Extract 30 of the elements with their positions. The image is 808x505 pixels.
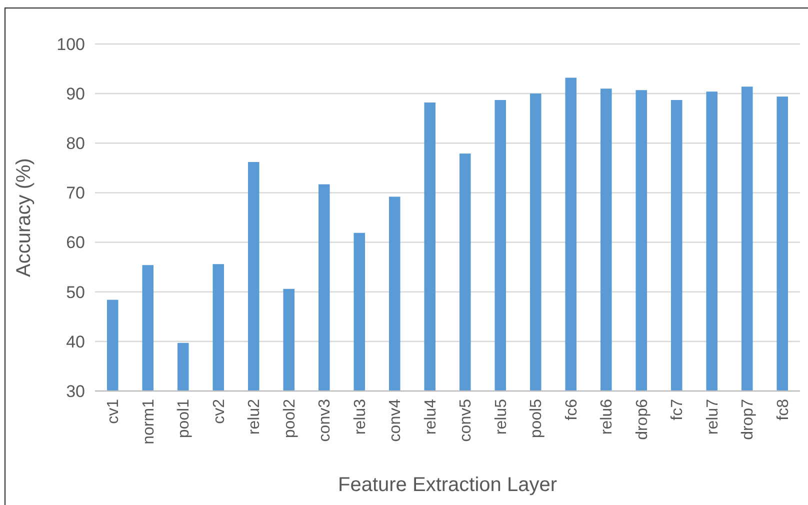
x-tick-label: conv3 [316,398,334,442]
y-tick-label: 60 [66,233,85,252]
x-tick-label: pool5 [528,398,546,438]
x-tick-label: relu3 [352,398,369,435]
y-tick-label: 30 [66,382,85,401]
x-axis-title: Feature Extraction Layer [338,474,558,496]
y-tick-label: 70 [66,184,85,203]
x-tick-label: cv1 [105,398,122,424]
x-tick-label: cv2 [210,398,228,424]
x-tick-label: relu6 [598,398,616,435]
x-tick-label: drop6 [634,398,651,440]
x-tick-label: relu5 [492,398,510,435]
x-tick-label: relu7 [704,398,722,435]
y-tick-label: 90 [66,84,85,104]
x-tick-label: drop7 [740,398,757,440]
x-tick-label: relu2 [246,398,264,435]
y-tick-label: 100 [56,34,85,54]
x-tick-label: fc6 [563,398,580,420]
x-tick-label: fc7 [669,398,686,420]
y-tick-label: 50 [66,282,85,302]
x-tick-label: relu4 [422,398,440,435]
x-tick-label: fc8 [774,398,792,420]
x-tick-label: pool1 [176,398,193,438]
y-tick-label: 80 [66,134,85,154]
y-axis-title: Accuracy (%) [13,158,35,277]
x-tick-label: norm1 [140,398,158,444]
y-tick-label: 40 [66,332,85,352]
x-tick-label: conv5 [458,398,475,442]
x-tick-label: pool2 [281,398,298,438]
x-tick-label: conv4 [387,398,404,442]
